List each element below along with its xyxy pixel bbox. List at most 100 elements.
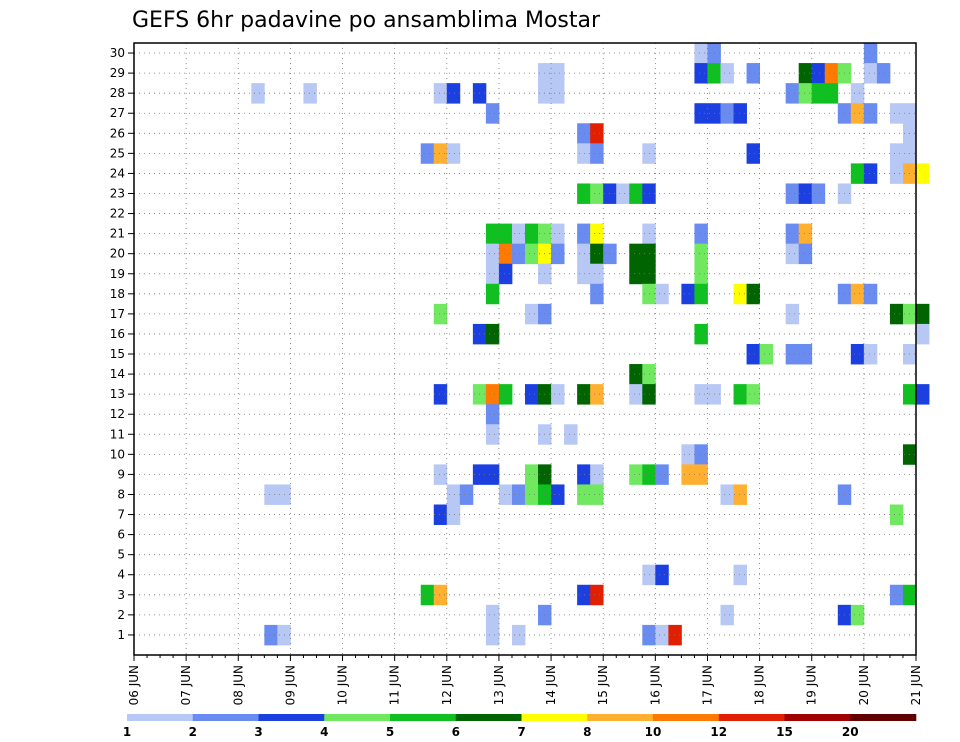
heatmap-cell bbox=[577, 464, 591, 485]
heatmap-cell bbox=[811, 183, 826, 204]
y-tick-label: 28 bbox=[110, 86, 125, 100]
legend-swatch bbox=[850, 714, 917, 721]
heatmap-cell bbox=[746, 63, 760, 84]
heatmap-cell bbox=[720, 103, 734, 124]
heatmap-cell bbox=[485, 624, 500, 646]
y-tick-label: 10 bbox=[110, 447, 125, 461]
heatmap-cell bbox=[590, 123, 604, 144]
legend-swatch bbox=[324, 714, 391, 721]
y-tick-label: 21 bbox=[110, 227, 125, 241]
heatmap-cell bbox=[889, 303, 904, 325]
heatmap-cell bbox=[733, 283, 747, 305]
heatmap-cell bbox=[433, 384, 448, 405]
x-tick-label: 11 JUN bbox=[388, 665, 402, 705]
legend-swatch bbox=[587, 714, 654, 721]
heatmap-cell bbox=[564, 424, 578, 445]
legend-label: 5 bbox=[386, 725, 394, 739]
heatmap-cell bbox=[485, 223, 500, 245]
heatmap-cell bbox=[511, 223, 526, 245]
heatmap-cell bbox=[420, 143, 435, 164]
heatmap-cell bbox=[733, 384, 747, 405]
legend-swatch bbox=[784, 714, 851, 721]
heatmap-cell bbox=[863, 283, 878, 305]
heatmap-cell bbox=[655, 464, 669, 485]
y-tick-label: 17 bbox=[110, 307, 125, 321]
heatmap-cell bbox=[485, 464, 500, 485]
legend-label: 8 bbox=[583, 725, 591, 739]
x-tick-label: 14 JUN bbox=[544, 665, 558, 705]
heatmap-cell bbox=[433, 464, 448, 485]
legend-label: 1 bbox=[123, 725, 131, 739]
legend-swatch bbox=[390, 714, 457, 721]
heatmap-cell bbox=[577, 183, 591, 204]
heatmap-cell bbox=[889, 103, 904, 124]
y-tick-label: 9 bbox=[117, 467, 125, 481]
heatmap-cell bbox=[746, 143, 760, 164]
heatmap-cell bbox=[785, 183, 800, 204]
y-tick-label: 7 bbox=[117, 508, 125, 522]
heatmap-cell bbox=[498, 484, 513, 505]
heatmap-cell bbox=[798, 63, 813, 84]
heatmap-cell bbox=[590, 143, 604, 164]
y-axis: 1234567891011121314151617181920212223242… bbox=[110, 46, 134, 642]
heatmap-cell bbox=[629, 183, 643, 204]
heatmap-cell bbox=[525, 223, 539, 245]
legend-label: 3 bbox=[254, 725, 262, 739]
heatmap-cell bbox=[811, 83, 826, 104]
heatmap-cell bbox=[485, 404, 500, 425]
heatmap-cell bbox=[433, 303, 448, 325]
heatmap-cell bbox=[577, 584, 591, 606]
y-tick-label: 1 bbox=[117, 628, 125, 642]
heatmap-cell bbox=[629, 263, 643, 285]
heatmap-cell bbox=[420, 584, 435, 606]
x-tick-label: 09 JUN bbox=[283, 665, 297, 705]
heatmap-cell bbox=[655, 624, 669, 646]
heatmap-cell bbox=[251, 83, 265, 104]
heatmap-cell bbox=[863, 43, 878, 64]
heatmap-cell bbox=[733, 103, 747, 124]
y-tick-label: 23 bbox=[110, 186, 125, 200]
y-tick-label: 4 bbox=[117, 568, 125, 582]
heatmap-cell bbox=[889, 584, 904, 606]
heatmap-cell bbox=[433, 584, 448, 606]
heatmap-cell bbox=[485, 424, 500, 445]
heatmap-cell bbox=[694, 323, 708, 345]
y-tick-label: 20 bbox=[110, 247, 125, 261]
heatmap-cell bbox=[551, 223, 565, 245]
heatmap-cell bbox=[746, 384, 760, 405]
heatmap-cell bbox=[525, 464, 539, 485]
y-tick-label: 19 bbox=[110, 267, 125, 281]
heatmap-cell bbox=[577, 223, 591, 245]
heatmap-cell bbox=[863, 63, 878, 84]
heatmap-cell bbox=[876, 63, 891, 84]
heatmap-cell bbox=[498, 243, 513, 265]
heatmap-cell bbox=[485, 604, 500, 626]
heatmap-cell bbox=[655, 564, 669, 586]
heatmap-cell bbox=[889, 143, 904, 164]
heatmap-cell bbox=[485, 103, 500, 124]
heatmap-cell bbox=[577, 484, 591, 505]
heatmap-cell bbox=[511, 243, 526, 265]
heatmap-cell bbox=[485, 384, 500, 405]
heatmap-cell bbox=[590, 263, 604, 285]
heatmap-cell bbox=[746, 283, 760, 305]
heatmap-cell bbox=[916, 323, 930, 345]
x-axis: 06 JUN 07 JUN 08 JUN 09 JUN 10 JUN 11 JUN 12 J… bbox=[127, 655, 923, 705]
heatmap-cell bbox=[551, 63, 565, 84]
heatmap-cell bbox=[798, 243, 813, 265]
heatmap-cell bbox=[850, 163, 865, 184]
heatmap-cell bbox=[694, 444, 708, 465]
heatmap-cell bbox=[433, 143, 448, 164]
heatmap-cell bbox=[446, 83, 461, 104]
heatmap-cell bbox=[798, 223, 813, 245]
y-tick-label: 13 bbox=[110, 387, 125, 401]
x-tick-label: 06 JUN bbox=[127, 665, 141, 705]
heatmap-cell bbox=[681, 464, 695, 485]
x-tick-label: 10 JUN bbox=[336, 665, 350, 705]
legend-swatch bbox=[127, 714, 194, 721]
y-tick-label: 27 bbox=[110, 106, 125, 120]
heatmap-cell bbox=[798, 83, 813, 104]
y-tick-label: 26 bbox=[110, 126, 125, 140]
heatmap-cell bbox=[863, 343, 878, 365]
heatmap-cell bbox=[824, 83, 839, 104]
